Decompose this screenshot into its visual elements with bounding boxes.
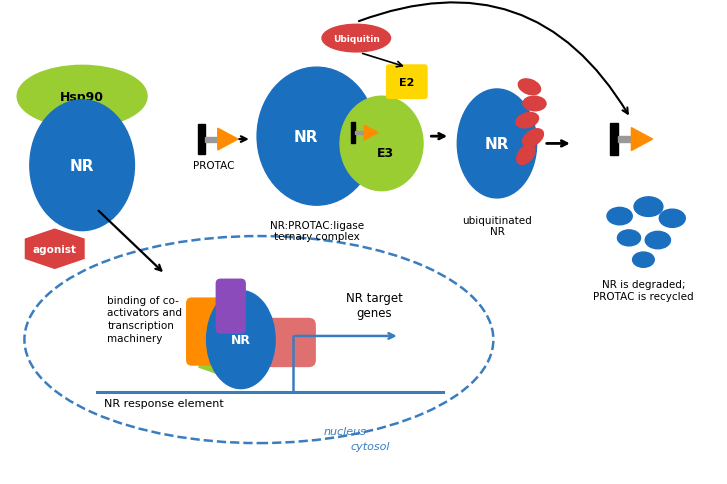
Ellipse shape <box>257 68 376 206</box>
Polygon shape <box>364 126 378 141</box>
Text: cytosol: cytosol <box>351 441 390 451</box>
Ellipse shape <box>516 113 539 129</box>
FancyBboxPatch shape <box>264 318 316 367</box>
Text: NR target
genes: NR target genes <box>346 292 403 319</box>
Bar <box>618 137 631 142</box>
Text: NR response element: NR response element <box>104 398 223 408</box>
Text: NR: NR <box>70 158 95 173</box>
Bar <box>610 124 618 156</box>
Text: NR is degraded;
PROTAC is recycled: NR is degraded; PROTAC is recycled <box>593 280 694 301</box>
Ellipse shape <box>646 232 670 249</box>
Text: NR: NR <box>294 129 318 144</box>
Bar <box>350 123 356 144</box>
Ellipse shape <box>523 97 546 111</box>
FancyBboxPatch shape <box>387 66 427 99</box>
Ellipse shape <box>457 90 537 198</box>
Ellipse shape <box>517 145 535 165</box>
Polygon shape <box>631 128 653 151</box>
Polygon shape <box>25 229 85 270</box>
Text: PROTAC: PROTAC <box>193 161 234 171</box>
Bar <box>205 137 218 142</box>
Text: NR: NR <box>231 333 251 347</box>
Ellipse shape <box>632 253 654 268</box>
Polygon shape <box>199 344 235 378</box>
Polygon shape <box>218 129 238 151</box>
Bar <box>198 124 205 155</box>
Text: NR:PROTAC:ligase
ternary complex: NR:PROTAC:ligase ternary complex <box>270 220 364 242</box>
Text: NR: NR <box>485 136 509 151</box>
Ellipse shape <box>322 25 390 53</box>
Text: Hsp90: Hsp90 <box>60 91 104 104</box>
Ellipse shape <box>340 97 423 191</box>
Ellipse shape <box>607 208 632 226</box>
Text: E3: E3 <box>377 146 394 159</box>
Text: E2: E2 <box>399 77 414 88</box>
Text: ubiquitinated
NR: ubiquitinated NR <box>462 215 532 237</box>
Ellipse shape <box>634 197 663 217</box>
Ellipse shape <box>17 66 147 128</box>
Ellipse shape <box>617 230 640 246</box>
Ellipse shape <box>659 210 686 228</box>
Text: binding of co-
activators and
transcription
machinery: binding of co- activators and transcript… <box>108 295 182 343</box>
FancyBboxPatch shape <box>216 279 246 334</box>
Ellipse shape <box>30 101 134 231</box>
Text: Ubiquitin: Ubiquitin <box>333 34 379 44</box>
Ellipse shape <box>523 130 543 147</box>
Text: agonist: agonist <box>33 244 77 254</box>
Ellipse shape <box>206 291 275 389</box>
Text: nucleus: nucleus <box>324 426 367 436</box>
Ellipse shape <box>518 80 541 95</box>
Bar <box>356 132 364 135</box>
FancyBboxPatch shape <box>186 298 228 366</box>
